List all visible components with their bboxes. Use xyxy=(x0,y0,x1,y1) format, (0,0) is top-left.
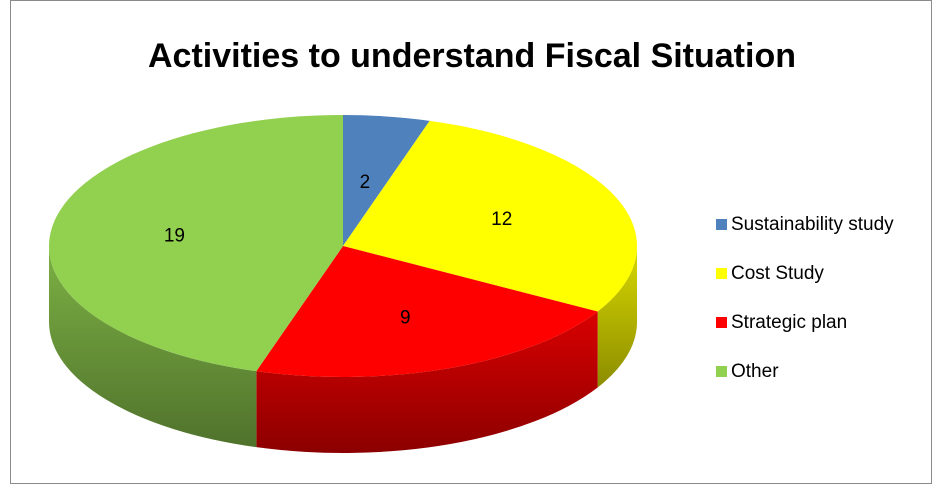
legend-swatch xyxy=(716,219,727,230)
pie-sides xyxy=(49,246,637,453)
pie-data-labels: 2 12 9 19 xyxy=(164,172,512,329)
legend-item-cost-study: Cost Study xyxy=(716,249,894,298)
pie-chart: 2 12 9 19 xyxy=(49,115,637,453)
legend-item-strategic-plan: Strategic plan xyxy=(716,298,894,347)
pie-slice-other xyxy=(49,115,344,372)
chart-title: Activities to understand Fiscal Situatio… xyxy=(148,37,796,75)
data-label-sustainability-study: 2 xyxy=(360,172,371,193)
pie-slice-strategic-plan xyxy=(256,246,598,377)
legend-label: Other xyxy=(731,360,779,382)
legend-label: Strategic plan xyxy=(731,311,848,333)
pie-top xyxy=(49,115,637,377)
chart-frame: Activities to understand Fiscal Situatio… xyxy=(10,0,932,484)
data-label-other: 19 xyxy=(164,226,185,247)
legend-item-sustainability-study: Sustainability study xyxy=(716,200,894,249)
pie-slice-cost-study xyxy=(343,120,637,312)
legend-swatch xyxy=(716,268,727,279)
data-label-cost-study: 12 xyxy=(491,209,512,230)
legend-label: Cost Study xyxy=(731,262,824,284)
chart-legend: Sustainability study Cost Study Strategic … xyxy=(716,200,894,396)
pie-side-strategic-plan xyxy=(256,311,598,453)
pie-side-other xyxy=(49,246,257,448)
pie-slice-sustainability-study xyxy=(343,115,430,246)
legend-label: Sustainability study xyxy=(731,213,894,235)
pie-side-cost-study xyxy=(597,246,637,388)
legend-swatch xyxy=(716,366,727,377)
data-label-strategic-plan: 9 xyxy=(400,308,411,329)
legend-item-other: Other xyxy=(716,347,894,396)
legend-swatch xyxy=(716,317,727,328)
